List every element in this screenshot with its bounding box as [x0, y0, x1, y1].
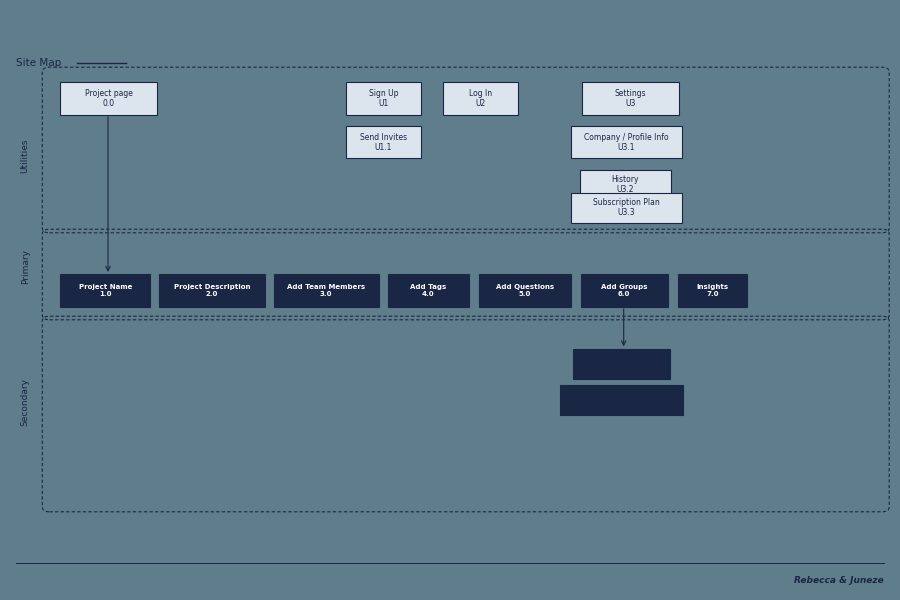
- Text: Project page
0.0: Project page 0.0: [85, 89, 132, 108]
- Text: Settings
U3: Settings U3: [615, 89, 646, 108]
- FancyBboxPatch shape: [678, 274, 747, 307]
- FancyBboxPatch shape: [580, 274, 668, 307]
- Text: Project Description
2.0: Project Description 2.0: [174, 284, 250, 297]
- FancyBboxPatch shape: [582, 82, 679, 115]
- Text: Add Team Members
3.0: Add Team Members 3.0: [287, 284, 365, 297]
- FancyBboxPatch shape: [346, 82, 421, 115]
- FancyBboxPatch shape: [571, 193, 682, 223]
- FancyBboxPatch shape: [573, 349, 670, 379]
- FancyBboxPatch shape: [274, 274, 379, 307]
- FancyBboxPatch shape: [159, 274, 265, 307]
- Text: History
U3.2: History U3.2: [612, 175, 639, 194]
- Text: Primary: Primary: [21, 250, 30, 284]
- Text: Utilities: Utilities: [21, 139, 30, 173]
- Text: Manage Groups
6.1: Manage Groups 6.1: [590, 357, 652, 370]
- FancyBboxPatch shape: [571, 126, 682, 158]
- FancyBboxPatch shape: [346, 126, 421, 158]
- FancyBboxPatch shape: [580, 170, 671, 200]
- Text: Add Tags
4.0: Add Tags 4.0: [410, 284, 446, 297]
- Text: Log In
U2: Log In U2: [469, 89, 492, 108]
- Text: Add Questions
5.0: Add Questions 5.0: [496, 284, 554, 297]
- Text: Site Map: Site Map: [16, 58, 61, 68]
- Text: Project Name
1.0: Project Name 1.0: [78, 284, 132, 297]
- FancyBboxPatch shape: [60, 274, 150, 307]
- Text: Insights
7.0: Insights 7.0: [697, 284, 728, 297]
- FancyBboxPatch shape: [388, 274, 469, 307]
- Text: Subscription Plan
U3.3: Subscription Plan U3.3: [593, 198, 660, 217]
- Text: Add / Remove Groups
6.2: Add / Remove Groups 6.2: [579, 393, 664, 406]
- Text: Rebecca & Juneze: Rebecca & Juneze: [794, 576, 884, 585]
- Text: Sign Up
U1: Sign Up U1: [369, 89, 398, 108]
- FancyBboxPatch shape: [560, 385, 683, 415]
- Text: Company / Profile Info
U3.1: Company / Profile Info U3.1: [584, 133, 669, 152]
- FancyBboxPatch shape: [443, 82, 518, 115]
- FancyBboxPatch shape: [479, 274, 571, 307]
- Text: Send Invites
U1.1: Send Invites U1.1: [360, 133, 407, 152]
- Text: Add Groups
6.0: Add Groups 6.0: [601, 284, 647, 297]
- FancyBboxPatch shape: [60, 82, 157, 115]
- Text: Secondary: Secondary: [21, 378, 30, 426]
